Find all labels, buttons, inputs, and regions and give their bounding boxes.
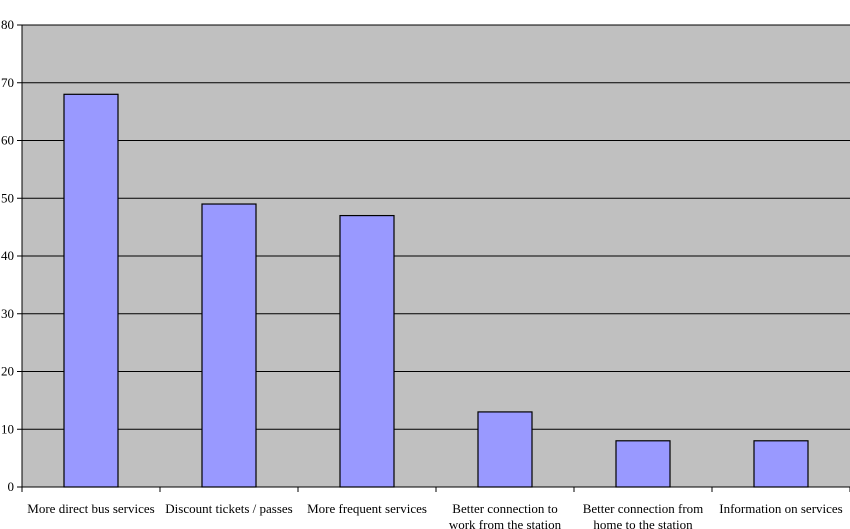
gridlines: [22, 24, 850, 430]
y-tick-label: 0: [8, 479, 15, 494]
bar: [63, 93, 119, 488]
y-tick-label: 40: [1, 248, 14, 263]
y-tick-label: 50: [1, 190, 14, 205]
bar: [477, 411, 533, 488]
bar: [339, 214, 395, 488]
y-axis: 0 10 20 30 40 50 60 70 80: [1, 17, 23, 494]
bar: [201, 203, 257, 488]
bar: [753, 440, 809, 488]
x-tick-label: Discount tickets / passes: [165, 501, 292, 516]
y-tick-label: 20: [1, 364, 14, 379]
x-tick-label: More direct bus services: [27, 501, 154, 516]
y-tick-label: 70: [1, 75, 14, 90]
bars: [63, 93, 809, 488]
x-tick-label: More frequent services: [307, 501, 427, 516]
x-axis: More direct bus services Discount tickets…: [21, 486, 850, 529]
x-tick-label: Better connection to work from the statio…: [449, 501, 562, 529]
x-tick-label: Information on services: [719, 501, 842, 516]
y-tick-label: 60: [1, 133, 14, 148]
x-tick-label: Better connection from home to the statio…: [583, 501, 704, 529]
y-tick-label: 10: [1, 421, 14, 436]
y-tick-label: 30: [1, 306, 14, 321]
bar: [615, 440, 671, 488]
y-tick-label: 80: [1, 17, 14, 32]
